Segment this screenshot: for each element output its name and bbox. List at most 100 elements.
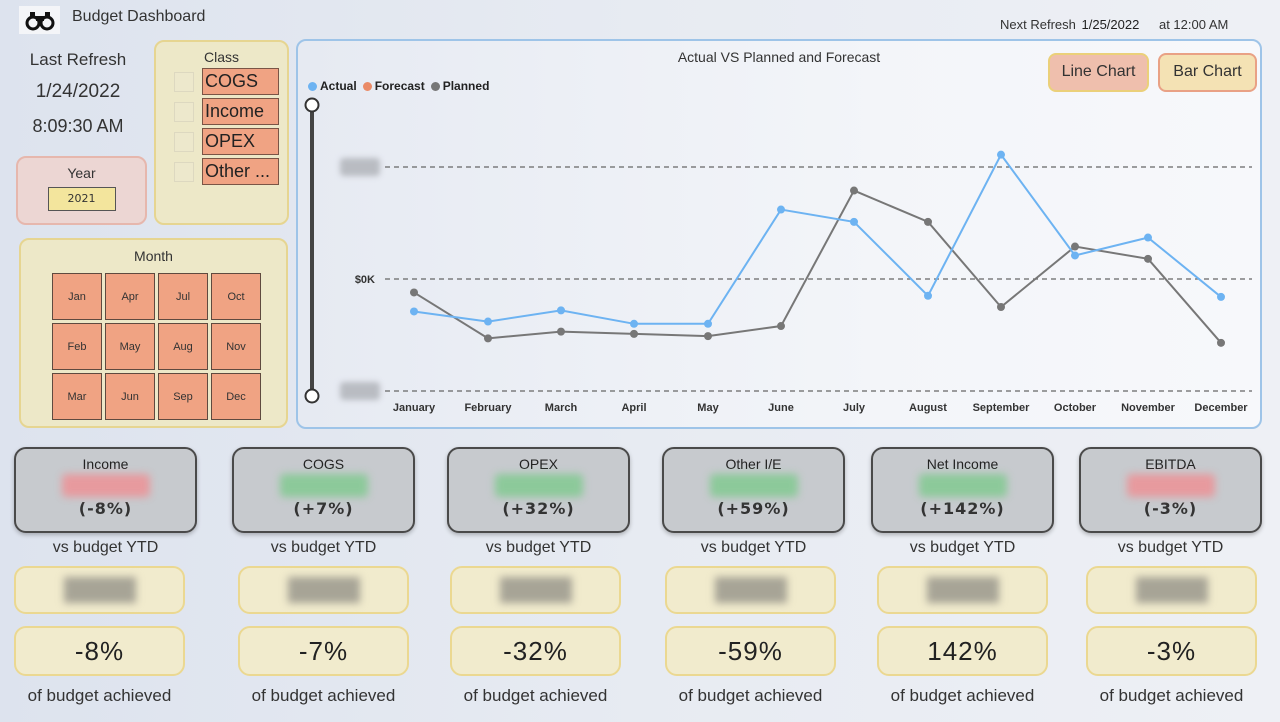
data-point[interactable] (1144, 254, 1152, 263)
x-axis-label: November (1121, 402, 1176, 414)
legend-label: Actual (320, 79, 357, 93)
legend-item-actual[interactable]: Actual (308, 79, 357, 93)
month-button-aug[interactable]: Aug (158, 323, 208, 370)
legend-dot-icon (362, 81, 372, 91)
legend-item-forecast[interactable]: Forecast (362, 79, 425, 93)
x-axis-label: July (843, 402, 866, 414)
data-point[interactable] (1071, 251, 1079, 260)
month-button-may[interactable]: May (105, 323, 155, 370)
month-button-jul[interactable]: Jul (158, 273, 208, 320)
class-option-opex[interactable]: OPEX (174, 128, 287, 155)
kpi-variance: (+142%) (920, 499, 1005, 518)
class-option-other[interactable]: Other ... (174, 158, 287, 185)
class-option-income[interactable]: Income (174, 98, 287, 125)
month-button-jun[interactable]: Jun (105, 373, 155, 420)
data-point[interactable] (924, 291, 932, 300)
data-point[interactable] (1217, 292, 1225, 301)
kpi-variance: (+32%) (502, 499, 575, 518)
series-line-planned (413, 189, 1222, 344)
app-title: Budget Dashboard (72, 8, 206, 25)
month-button-dec[interactable]: Dec (211, 373, 261, 420)
kpi-card-ebitda[interactable]: EBITDA (-3%) (1079, 447, 1262, 533)
checkbox[interactable] (174, 101, 194, 122)
kpi-achieved-label: of budget achieved (890, 686, 1035, 705)
data-point[interactable] (704, 332, 712, 341)
data-point[interactable] (557, 306, 565, 315)
line-chart-button[interactable]: Line Chart (1048, 53, 1149, 92)
month-button-oct[interactable]: Oct (211, 273, 261, 320)
kpi-variance: (+7%) (293, 499, 354, 518)
checkbox[interactable] (174, 131, 194, 152)
year-dropdown[interactable]: 2021 (47, 187, 116, 211)
data-point[interactable] (484, 334, 492, 343)
data-point[interactable] (777, 205, 785, 214)
kpi-amount-opex (450, 566, 621, 614)
data-point[interactable] (704, 319, 712, 328)
checkbox[interactable] (174, 71, 194, 92)
month-grid: Jan Apr Jul Oct Feb May Aug Nov Mar Jun … (52, 273, 261, 420)
amount-obscured (1135, 577, 1208, 603)
amount-obscured (63, 577, 136, 603)
kpi-vs-label: vs budget YTD (485, 539, 592, 556)
class-label: Class (203, 49, 239, 65)
data-point[interactable] (997, 150, 1005, 159)
data-point[interactable] (410, 307, 418, 316)
kpi-card-other-i-e[interactable]: Other I/E (+59%) (662, 447, 845, 533)
kpi-achieved-opex: -32% (450, 626, 621, 676)
month-button-sep[interactable]: Sep (158, 373, 208, 420)
kpi-card-net-income[interactable]: Net Income (+142%) (871, 447, 1054, 533)
data-point[interactable] (630, 329, 638, 338)
kpi-card-income[interactable]: Income (-8%) (14, 447, 197, 533)
class-option-cogs[interactable]: COGS (174, 68, 287, 95)
data-point[interactable] (484, 317, 492, 326)
amount-obscured (926, 577, 999, 603)
zoom-slider-handle[interactable] (304, 97, 320, 113)
data-point[interactable] (1071, 242, 1079, 251)
kpi-name: Other I/E (725, 456, 782, 472)
data-point[interactable] (777, 322, 785, 331)
data-point[interactable] (410, 288, 418, 297)
kpi-amount-cogs (238, 566, 409, 614)
month-button-apr[interactable]: Apr (105, 273, 155, 320)
chart-panel: $0K January February March April May June July A… (296, 39, 1262, 429)
kpi-amount-net-income (877, 566, 1048, 614)
data-point[interactable] (997, 303, 1005, 311)
data-point[interactable] (557, 327, 565, 336)
data-point[interactable] (1217, 338, 1225, 347)
month-button-nov[interactable]: Nov (211, 323, 261, 370)
kpi-value-obscured (279, 474, 368, 497)
kpi-vs-label: vs budget YTD (270, 539, 377, 556)
kpi-achieved-other-i-e: -59% (665, 626, 836, 676)
class-option-label[interactable]: COGS (202, 68, 279, 95)
month-button-feb[interactable]: Feb (52, 323, 102, 370)
month-button-mar[interactable]: Mar (52, 373, 102, 420)
kpi-card-cogs[interactable]: COGS (+7%) (232, 447, 415, 533)
legend-dot-icon (308, 81, 317, 91)
checkbox[interactable] (174, 161, 194, 182)
next-refresh-label: Next Refresh (1000, 17, 1076, 32)
legend-dot-icon (430, 81, 440, 91)
class-slicer: Class COGS Income OPEX Other ... (154, 40, 289, 225)
kpi-achieved-net-income: 142% (877, 626, 1048, 676)
kpi-vs-label: vs budget YTD (1117, 539, 1224, 556)
class-option-label[interactable]: Income (202, 98, 279, 125)
data-point[interactable] (1144, 233, 1152, 242)
kpi-card-opex[interactable]: OPEX (+32%) (447, 447, 630, 533)
year-label: Year (67, 165, 96, 181)
data-point[interactable] (924, 217, 932, 226)
month-button-jan[interactable]: Jan (52, 273, 102, 320)
data-point[interactable] (850, 186, 858, 195)
bar-chart-button[interactable]: Bar Chart (1158, 53, 1257, 92)
binoculars-logo (19, 6, 60, 34)
zoom-slider-handle[interactable] (304, 388, 320, 404)
kpi-achieved-label: of budget achieved (678, 686, 823, 705)
data-point[interactable] (850, 217, 858, 226)
x-axis-label: April (621, 402, 646, 414)
line-chart: $0K January February March April May June July A… (304, 97, 1252, 414)
class-option-label[interactable]: OPEX (202, 128, 279, 155)
kpi-achieved-label: of budget achieved (251, 686, 396, 705)
series-line-actual (413, 152, 1222, 325)
legend-item-planned[interactable]: Planned (430, 79, 489, 93)
class-option-label[interactable]: Other ... (202, 158, 279, 185)
data-point[interactable] (630, 319, 638, 328)
